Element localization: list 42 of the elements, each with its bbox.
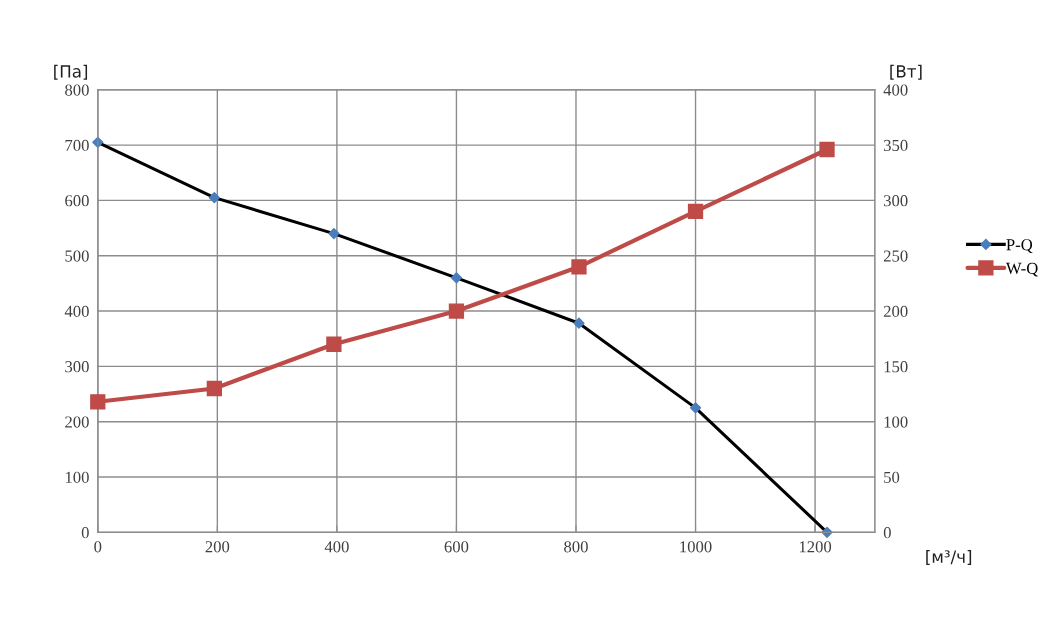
y2-tick-label: 400 <box>883 84 908 96</box>
y2-tick-label: 150 <box>884 361 908 373</box>
x-tick-label: 1200 <box>799 541 832 553</box>
y-tick-label: 500 <box>65 250 89 262</box>
y2-tick-label: 350 <box>883 139 908 152</box>
point <box>689 402 702 414</box>
legend-label: P-Q <box>1006 239 1033 253</box>
y-tick-label: 200 <box>65 416 89 428</box>
y-tick-label: 400 <box>64 305 89 317</box>
x-tick-label: 0 <box>94 541 102 553</box>
y-tick-label: 600 <box>65 195 89 207</box>
point <box>819 141 835 158</box>
y2-tick-label: 200 <box>883 305 908 317</box>
point <box>448 303 465 319</box>
y2-tick-label: 50 <box>884 471 900 483</box>
point <box>328 227 340 240</box>
y2-tick-label: 300 <box>883 195 908 207</box>
point <box>90 394 106 410</box>
y2-tick-label: 0 <box>883 527 891 539</box>
y-tick-label: 100 <box>65 471 89 483</box>
y-axis-title: [Па] <box>54 64 88 80</box>
point <box>573 317 585 329</box>
x-tick-label: 600 <box>444 541 469 553</box>
point <box>687 203 704 220</box>
y2-axis-title: [Вт] <box>890 64 922 80</box>
x-tick-label: 400 <box>324 541 349 553</box>
y-tick-label: 0 <box>81 527 89 539</box>
y2-tick-label: 250 <box>883 250 908 262</box>
point <box>208 192 220 204</box>
y-tick-label: 800 <box>65 84 89 96</box>
legend-label: W-Q <box>1005 262 1038 277</box>
y-tick-label: 700 <box>65 139 89 152</box>
y2-tick-label: 100 <box>884 416 908 428</box>
y-tick-label: 300 <box>65 361 89 373</box>
point <box>450 272 463 284</box>
x-tick-label: 800 <box>564 541 588 553</box>
point <box>326 336 342 352</box>
x-tick-label: 200 <box>205 541 230 553</box>
x-axis-title: [м³/ч] <box>926 550 972 565</box>
point <box>206 380 222 397</box>
point <box>571 259 587 275</box>
x-tick-label: 1000 <box>680 541 712 553</box>
